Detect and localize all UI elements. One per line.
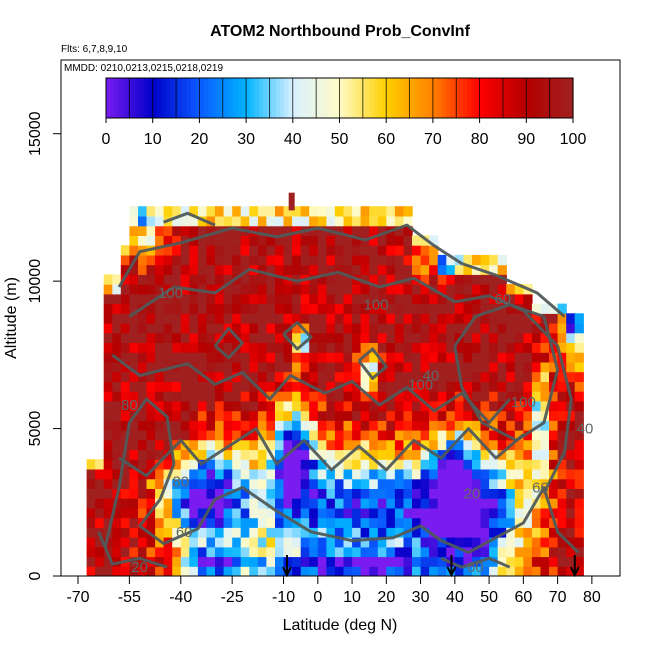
y-axis: 0 5000 10000 15000 [27,111,62,580]
contour-label: 60 [494,291,511,308]
colorbar-tick-label: 10 [144,131,162,148]
heatmap-layer [86,192,584,576]
contour-label: 20 [131,559,148,576]
colorbar-tick-label: 30 [237,131,255,148]
chart-title: ATOM2 Northbound Prob_ConvInf [210,23,471,40]
contour-label: 60 [467,559,484,576]
x-axis: -70 -55 -40 -25 -10 0 10 20 30 40 50 60 70 80 [66,575,601,606]
contour-layer: 100 100 100 100 60 80 80 60 60 20 40 60 20 40 [97,211,593,576]
contour-line [213,326,244,360]
y-axis-label: Altitude (m) [3,277,20,359]
colorbar-tick-label: 80 [471,131,489,148]
flight-arrows [282,555,580,578]
colorbar-tick-label: 90 [517,131,535,148]
contour-label: 100 [408,376,433,393]
x-tick-label: 30 [412,589,430,606]
contour-line [97,531,168,569]
x-tick-label: 70 [549,589,567,606]
contour-line [128,267,573,495]
colorbar-tick-label: 40 [284,131,302,148]
colorbar-tick-label: 0 [102,131,111,148]
contour-line [453,303,560,442]
y-tick-label: 5000 [27,411,44,447]
y-tick-label: 0 [27,571,44,580]
contour-label: 100 [364,297,389,314]
contour-label: 60 [532,480,549,497]
contour-label: 100 [158,285,183,302]
colorbar: 0 10 20 30 40 50 60 70 80 90 100 [102,77,587,148]
x-tick-label: 60 [514,589,532,606]
flight-arrow-head [282,566,292,578]
y-tick-label: 15000 [27,111,44,156]
x-tick-label: 50 [480,589,498,606]
contour-label: 40 [423,367,440,384]
colorbar-tick-label: 70 [424,131,442,148]
x-tick-label: -10 [272,589,295,606]
colorbar-tick-label: 50 [331,131,349,148]
x-tick-label: 20 [377,589,395,606]
spike-cell [288,192,295,211]
colorbar-tick-label: 20 [191,131,209,148]
contour-line [163,211,216,227]
flight-arrow-head [446,566,457,578]
contour-line [282,320,313,351]
contour-line [111,353,511,425]
flight-arrow-head [569,566,580,578]
x-tick-label: -25 [221,589,244,606]
flights-subtitle: Flts: 6,7,8,9,10 [61,44,128,55]
contour-labels: 100 100 100 100 60 80 80 60 60 20 40 60 20 40 [121,285,593,576]
contour-label: 80 [121,397,138,414]
contour-label: 100 [511,394,536,411]
contour-label: 60 [176,524,193,541]
x-tick-label: 40 [446,589,464,606]
contour-line [118,427,525,478]
y-tick-label: 10000 [27,259,44,304]
contour-line [103,397,580,554]
x-tick-label: -55 [118,589,141,606]
dates-subtitle: MMDD: 0210,0213,0215,0218,0219 [64,63,223,74]
contour-label: 20 [464,485,481,502]
x-axis-label: Latitude (deg N) [283,617,398,634]
colorbar-tick-label: 60 [377,131,395,148]
x-tick-label: 80 [583,589,601,606]
x-tick-label: 0 [313,589,322,606]
x-tick-label: -70 [66,589,89,606]
contour-line [357,347,388,380]
contour-label: 40 [577,421,594,438]
x-tick-label: 10 [343,589,361,606]
x-tick-label: -40 [169,589,192,606]
contour-line [117,223,566,318]
colorbar-tick-label: 100 [560,131,587,148]
contour-label: 80 [172,474,189,491]
